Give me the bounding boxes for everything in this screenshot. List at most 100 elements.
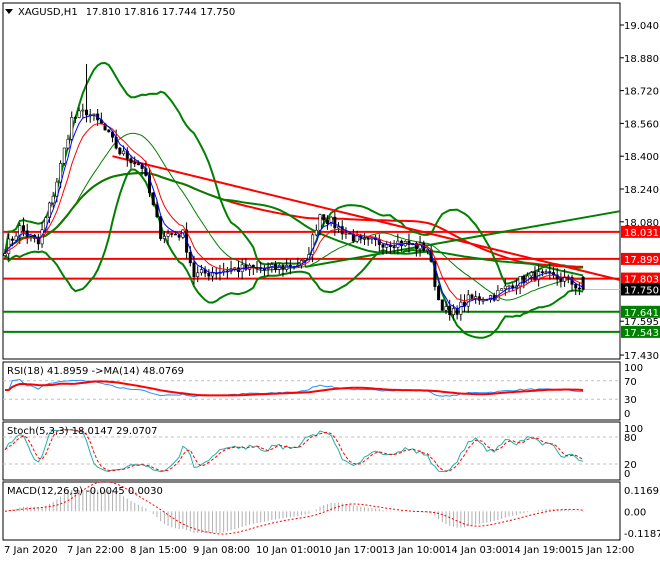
candle-body <box>518 275 522 287</box>
candle-body <box>244 264 248 270</box>
candle-body <box>25 230 29 237</box>
macd-label: MACD(12,26,9) -0.0045 0.0030 <box>7 486 163 497</box>
symbol-label: XAGUSD,H1 <box>18 7 78 18</box>
candle-body <box>188 252 192 264</box>
price-tick-label: 18.560 <box>624 119 659 130</box>
time-tick-label: 14 Jan 03:00 <box>445 545 508 556</box>
candle-body <box>133 162 137 165</box>
candle-body <box>544 271 548 273</box>
trendline <box>112 155 621 281</box>
time-tick-label: 8 Jan 15:00 <box>130 545 187 556</box>
price-tick-label: 19.040 <box>624 21 659 32</box>
candle-body <box>470 294 474 299</box>
level-price-label: 17.543 <box>624 328 659 339</box>
candle-body <box>36 238 40 245</box>
price-tick-label: 17.430 <box>624 351 659 362</box>
candle-body <box>381 244 385 248</box>
time-axis: 7 Jan 2020 7 Jan 22:00 8 Jan 15:00 9 Jan 08… <box>4 545 634 556</box>
candle-body <box>199 269 203 274</box>
price-tick-label: 18.080 <box>624 218 659 229</box>
price-tick-label: 18.880 <box>624 54 659 65</box>
indicator-tick-label: 0.00 <box>624 507 646 518</box>
indicator-tick-label: 100 <box>624 424 643 435</box>
level-price-tag <box>621 252 660 265</box>
candle-body <box>459 301 463 315</box>
candle-body <box>262 268 266 271</box>
level-price-tag <box>621 272 660 285</box>
candle-body <box>51 195 55 204</box>
candle-body <box>81 109 85 112</box>
candle-body <box>337 226 341 229</box>
candle-body <box>481 299 485 302</box>
candle-body <box>107 129 111 133</box>
time-tick-label: 7 Jan 2020 <box>4 545 58 556</box>
rsi-panel: 100 70 30 0 <box>2 361 643 421</box>
candle-body <box>455 308 459 315</box>
indicator-tick-label: 0 <box>624 409 630 420</box>
candle-body <box>329 216 333 224</box>
indicator-tick-label: 0 <box>624 469 630 480</box>
stoch-d-line <box>4 429 584 472</box>
candle-body <box>192 262 196 277</box>
rsi-ma-line <box>5 380 584 397</box>
candle-body <box>392 246 396 248</box>
level-price-label: 18.031 <box>624 228 659 239</box>
candle-body <box>385 244 389 248</box>
indicator-tick-label: 20 <box>624 460 637 471</box>
main-frame <box>2 2 621 360</box>
current-price-label: 17.750 <box>624 285 659 296</box>
chart-title: XAGUSD,H1 17.810 17.816 17.744 17.750 <box>18 7 235 18</box>
macd-signal-line <box>4 481 584 535</box>
price-tick-label: 18.240 <box>624 185 659 196</box>
candle-body <box>18 225 22 237</box>
current-price-tag <box>621 283 660 296</box>
candle-body <box>507 285 511 288</box>
candle-body <box>166 233 170 237</box>
time-tick-label: 7 Jan 22:00 <box>67 545 124 556</box>
time-tick-label: 15 Jan 12:00 <box>571 545 634 556</box>
level-price-tag <box>621 325 660 338</box>
time-tick-label: 13 Jan 10:00 <box>382 545 445 556</box>
candle-body <box>148 175 152 194</box>
candle-body <box>314 229 318 236</box>
price-tick-label: 18.400 <box>624 152 659 163</box>
candle-body <box>503 285 507 289</box>
candle-body <box>577 287 581 290</box>
candle-body <box>73 117 77 119</box>
candle-body <box>540 271 544 273</box>
candle-body <box>55 181 59 197</box>
candle-body <box>355 235 359 242</box>
candle-body <box>10 238 14 241</box>
candle-body <box>318 214 322 231</box>
candle-body <box>59 162 63 183</box>
time-tick-label: 10 Jan 17:00 <box>319 545 382 556</box>
candle-body <box>129 158 133 164</box>
candle-body <box>70 117 74 140</box>
candle-body <box>155 204 159 217</box>
indicator-tick-label: 70 <box>624 377 637 388</box>
rsi-label: RSI(18) 41.8959 ->MA(14) 48.0769 <box>7 366 184 377</box>
ma-fast-blue-line <box>4 114 584 311</box>
level-price-tag <box>621 225 660 238</box>
candle-body <box>366 237 370 240</box>
candle-body <box>22 225 26 232</box>
candle-body <box>62 147 66 164</box>
candle-body <box>325 219 329 224</box>
ma-mid-line <box>4 172 584 277</box>
candle-body <box>162 236 166 239</box>
candle-body <box>44 217 48 231</box>
stoch-label: Stoch(5,3,3) 18.0147 29.0707 <box>7 426 158 437</box>
price-tick-label: 17.595 <box>624 317 659 328</box>
price-tick-label: 18.720 <box>624 87 659 98</box>
candle-body <box>333 216 337 229</box>
candle-body <box>177 234 181 238</box>
candle-body <box>151 192 155 205</box>
candle-body <box>173 233 177 236</box>
candle-body <box>122 150 126 155</box>
candle-body <box>451 308 455 315</box>
main-panel[interactable]: 19.040 18.880 18.720 18.560 18.400 18.240 18.0… <box>2 2 660 362</box>
macd-frame <box>2 481 621 541</box>
bollinger-upper-line <box>4 61 584 285</box>
collapse-triangle-icon[interactable] <box>5 9 13 14</box>
